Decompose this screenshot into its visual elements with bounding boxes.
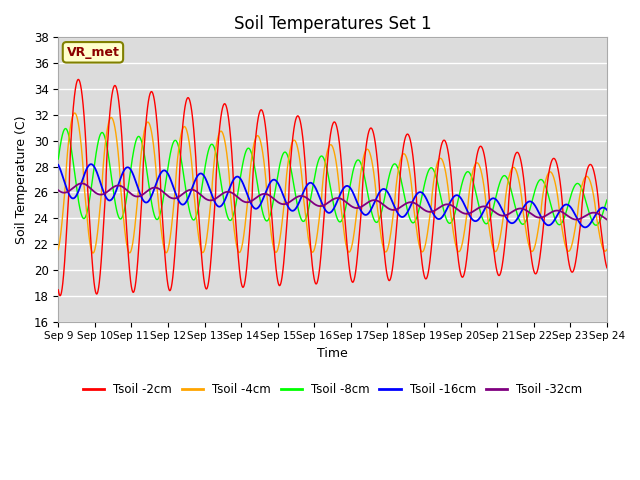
Legend: Tsoil -2cm, Tsoil -4cm, Tsoil -8cm, Tsoil -16cm, Tsoil -32cm: Tsoil -2cm, Tsoil -4cm, Tsoil -8cm, Tsoi… bbox=[78, 379, 588, 401]
Text: VR_met: VR_met bbox=[67, 46, 120, 59]
Y-axis label: Soil Temperature (C): Soil Temperature (C) bbox=[15, 115, 28, 244]
X-axis label: Time: Time bbox=[317, 347, 348, 360]
Title: Soil Temperatures Set 1: Soil Temperatures Set 1 bbox=[234, 15, 431, 33]
